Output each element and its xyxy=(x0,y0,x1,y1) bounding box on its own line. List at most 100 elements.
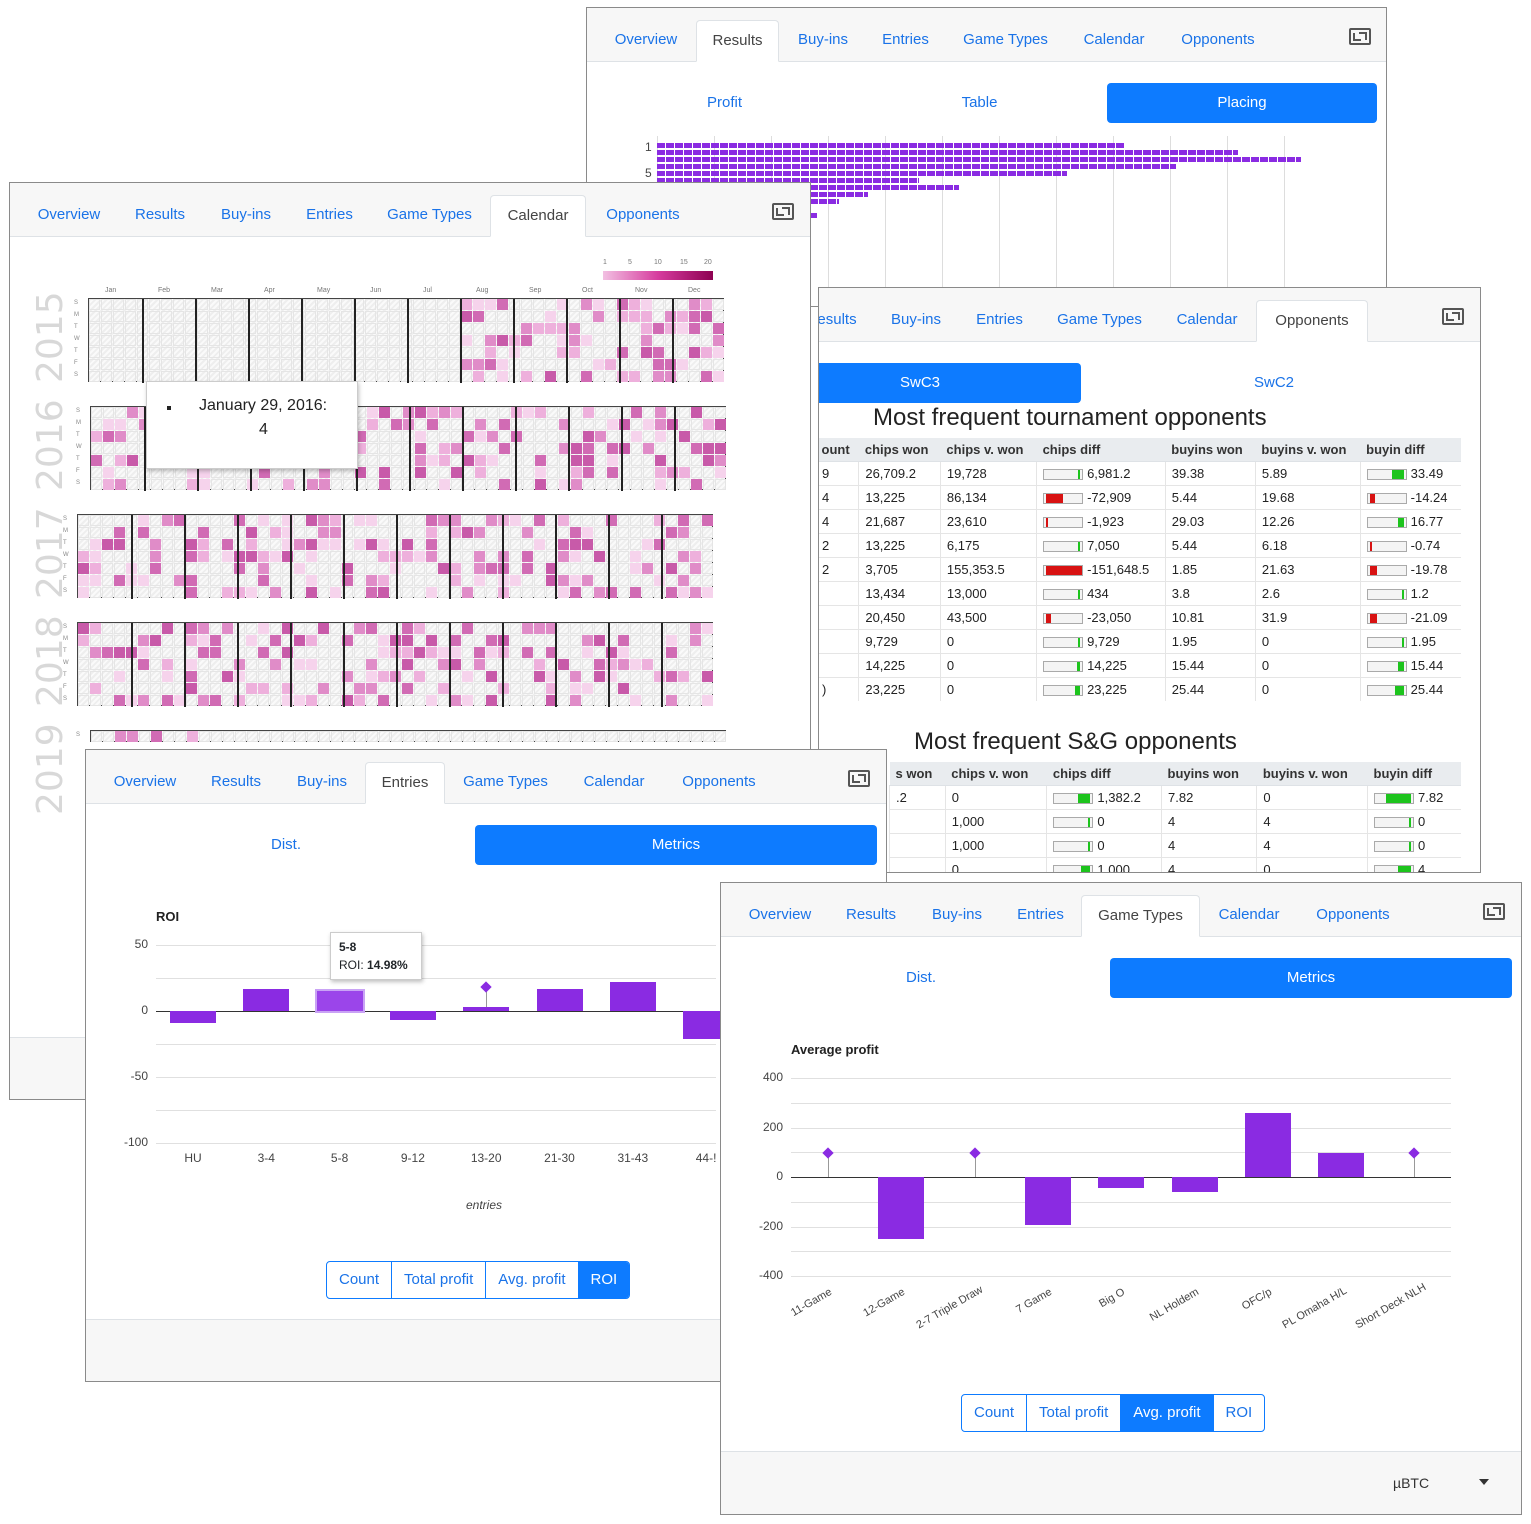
day-cell xyxy=(510,683,521,694)
tab-results[interactable]: Results xyxy=(845,906,897,923)
tab-calendar[interactable]: Calendar xyxy=(490,195,586,237)
expand-icon[interactable] xyxy=(1483,903,1505,920)
day-cell xyxy=(127,455,138,466)
day-cell xyxy=(690,695,701,706)
day-cell xyxy=(175,731,186,742)
subtab-table[interactable]: Table xyxy=(961,94,998,111)
tab-opponents[interactable]: Opponents xyxy=(1316,906,1390,923)
tab-overview[interactable]: Overview xyxy=(614,31,678,48)
day-cell xyxy=(486,575,497,586)
tab-opponents[interactable]: Opponents xyxy=(1256,300,1368,342)
day-cell xyxy=(390,587,401,598)
tab-overview[interactable]: Overview xyxy=(37,206,101,223)
expand-icon[interactable] xyxy=(1349,28,1371,45)
tab-results[interactable]: esults xyxy=(818,311,857,328)
roi-button[interactable]: ROI xyxy=(578,1262,630,1298)
tooltip-title: 5-8 xyxy=(339,940,357,954)
day-cell xyxy=(607,431,618,442)
expand-icon[interactable] xyxy=(848,770,870,787)
total-profit-button[interactable]: Total profit xyxy=(392,1262,487,1298)
tab-entries[interactable]: Entries xyxy=(365,762,445,804)
subtab-placing[interactable]: Placing xyxy=(1107,83,1377,123)
day-letter: S xyxy=(63,516,68,522)
column-header: chips won xyxy=(858,438,941,462)
subtab-swc3[interactable]: SwC3 xyxy=(819,363,1081,403)
subtab-dist[interactable]: Dist. xyxy=(906,969,936,986)
day-cell xyxy=(282,575,293,586)
table-cell: 13,000 xyxy=(939,580,1037,605)
tab-overview[interactable]: Overview xyxy=(113,773,177,790)
day-cell xyxy=(450,527,461,538)
diff-bar-positive xyxy=(1397,517,1404,527)
gametypes-tabbar: Overview Results Buy-ins Entries Game Ty… xyxy=(721,883,1521,937)
month-divider xyxy=(608,515,610,599)
tab-calendar[interactable]: Calendar xyxy=(1083,31,1145,48)
tab-game-types[interactable]: Game Types xyxy=(963,31,1048,48)
day-cell xyxy=(438,563,449,574)
currency-select[interactable]: µBTC xyxy=(1381,1466,1501,1500)
tab-results[interactable]: Results xyxy=(210,773,262,790)
tab-entries[interactable]: Entries xyxy=(1017,906,1064,923)
day-cell xyxy=(115,431,126,442)
day-cell xyxy=(691,731,702,742)
tab-opponents[interactable]: Opponents xyxy=(606,206,680,223)
tab-game-types[interactable]: Game Types xyxy=(463,773,548,790)
tab-entries[interactable]: Entries xyxy=(306,206,353,223)
tab-calendar[interactable]: Calendar xyxy=(1176,311,1238,328)
tab-game-types[interactable]: Game Types xyxy=(1057,311,1142,328)
diff-bar-positive xyxy=(1391,469,1404,479)
tab-buy-ins[interactable]: Buy-ins xyxy=(931,906,983,923)
day-cell xyxy=(665,347,676,358)
tab-results[interactable]: Results xyxy=(134,206,186,223)
day-cell xyxy=(451,419,462,430)
day-cell xyxy=(583,443,594,454)
day-cell xyxy=(654,635,665,646)
day-cell xyxy=(341,359,352,370)
day-cell xyxy=(475,731,486,742)
avg-profit-button[interactable]: Avg. profit xyxy=(1121,1395,1214,1431)
day-cell xyxy=(426,659,437,670)
tab-game-types[interactable]: Game Types xyxy=(1081,895,1200,937)
tab-opponents[interactable]: Opponents xyxy=(682,773,756,790)
table-cell: -21.09 xyxy=(1359,604,1461,629)
tab-results[interactable]: Results xyxy=(696,20,779,62)
day-cell xyxy=(606,527,617,538)
tab-opponents[interactable]: Opponents xyxy=(1181,31,1255,48)
diff-bar xyxy=(1366,588,1407,600)
tab-calendar[interactable]: Calendar xyxy=(583,773,645,790)
tab-entries[interactable]: Entries xyxy=(882,31,929,48)
subtab-profit[interactable]: Profit xyxy=(706,94,742,111)
day-cell xyxy=(173,347,184,358)
tab-buy-ins[interactable]: Buy-ins xyxy=(296,773,348,790)
tab-game-types[interactable]: Game Types xyxy=(387,206,472,223)
tab-buy-ins[interactable]: Buy-ins xyxy=(797,31,849,48)
total-profit-button[interactable]: Total profit xyxy=(1027,1395,1122,1431)
day-cell xyxy=(283,479,294,490)
month-divider xyxy=(195,299,197,383)
tab-overview[interactable]: Overview xyxy=(748,906,812,923)
tab-calendar[interactable]: Calendar xyxy=(1218,906,1280,923)
subtab-dist[interactable]: Dist. xyxy=(271,836,301,853)
day-cell xyxy=(643,443,654,454)
month-divider xyxy=(354,299,356,383)
subtab-metrics[interactable]: Metrics xyxy=(475,825,877,865)
day-cell xyxy=(366,539,377,550)
count-button[interactable]: Count xyxy=(962,1395,1028,1431)
tab-entries[interactable]: Entries xyxy=(976,311,1023,328)
day-cell xyxy=(414,587,425,598)
subtab-swc2[interactable]: SwC2 xyxy=(1253,374,1294,391)
subtab-metrics[interactable]: Metrics xyxy=(1110,958,1512,998)
day-cell xyxy=(439,479,450,490)
tab-buy-ins[interactable]: Buy-ins xyxy=(890,311,942,328)
expand-icon[interactable] xyxy=(772,203,794,220)
count-button[interactable]: Count xyxy=(327,1262,393,1298)
roi-button[interactable]: ROI xyxy=(1225,1404,1253,1421)
y-tick-label: -100 xyxy=(123,1135,148,1149)
day-cell xyxy=(523,731,534,742)
avg-profit-button[interactable]: Avg. profit xyxy=(486,1262,579,1298)
day-cell xyxy=(499,455,510,466)
tab-buy-ins[interactable]: Buy-ins xyxy=(220,206,272,223)
expand-icon[interactable] xyxy=(1442,308,1464,325)
day-cell xyxy=(295,731,306,742)
day-cell xyxy=(258,551,269,562)
